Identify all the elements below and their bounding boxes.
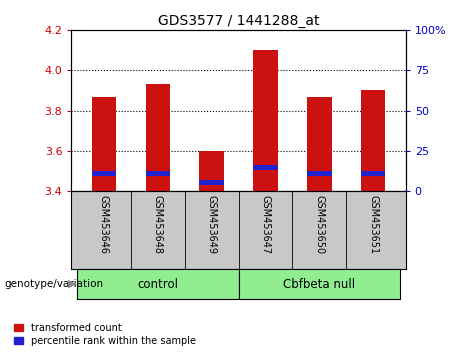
Bar <box>239 269 400 299</box>
Bar <box>361 171 385 176</box>
Bar <box>146 85 170 191</box>
Bar <box>254 50 278 191</box>
Legend: transformed count, percentile rank within the sample: transformed count, percentile rank withi… <box>14 323 195 346</box>
Bar <box>92 97 116 191</box>
Text: control: control <box>137 278 178 291</box>
Text: GSM453647: GSM453647 <box>260 195 271 254</box>
Text: ▶: ▶ <box>68 279 77 289</box>
Text: GSM453651: GSM453651 <box>368 195 378 254</box>
Bar <box>200 180 224 185</box>
Bar <box>200 151 224 191</box>
Bar <box>307 97 331 191</box>
Bar <box>146 171 170 176</box>
Text: GSM453648: GSM453648 <box>153 195 163 254</box>
Bar <box>361 91 385 191</box>
Text: GSM453646: GSM453646 <box>99 195 109 254</box>
Bar <box>92 171 116 176</box>
Bar <box>77 269 239 299</box>
Title: GDS3577 / 1441288_at: GDS3577 / 1441288_at <box>158 14 319 28</box>
Text: Cbfbeta null: Cbfbeta null <box>284 278 355 291</box>
Text: genotype/variation: genotype/variation <box>5 279 104 289</box>
Text: GSM453650: GSM453650 <box>314 195 325 254</box>
Text: GSM453649: GSM453649 <box>207 195 217 254</box>
Bar <box>307 171 331 176</box>
Bar <box>254 165 278 170</box>
